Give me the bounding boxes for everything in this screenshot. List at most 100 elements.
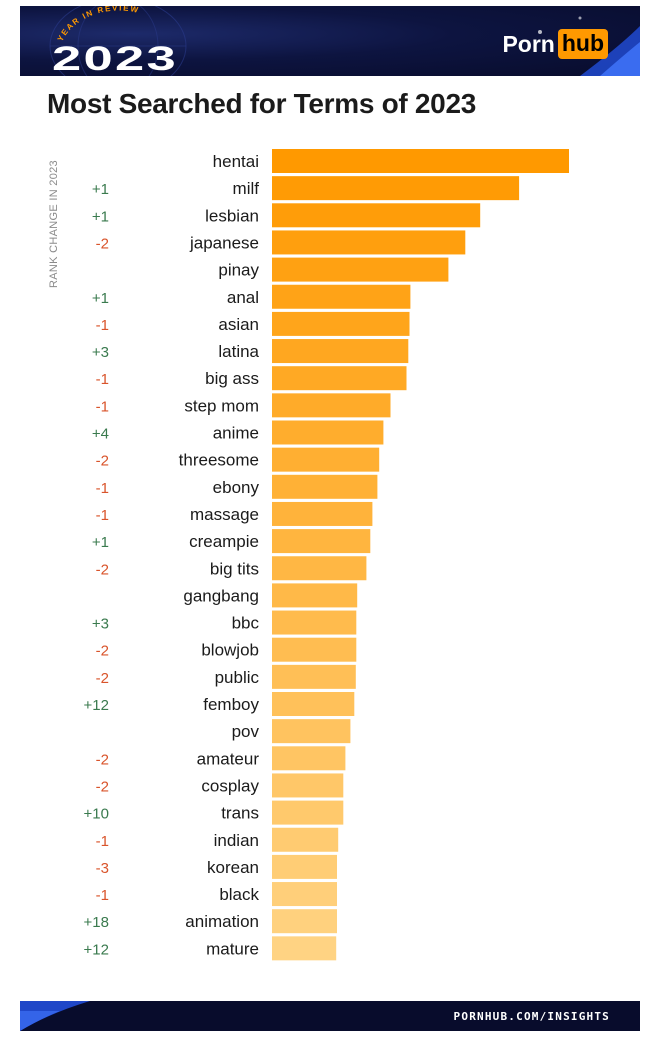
category-label: creampie: [189, 532, 259, 551]
category-label: asian: [218, 315, 259, 334]
bar-mature: [272, 936, 337, 961]
rank-change-label: -3: [96, 860, 109, 877]
brand-part-2: hub: [557, 29, 608, 59]
footer-banner: PORNHUB.COM/INSIGHTS: [20, 1001, 640, 1031]
category-label: anal: [227, 288, 259, 307]
bar-blowjob: [272, 637, 357, 662]
category-label: lesbian: [205, 206, 259, 225]
bar-threesome: [272, 447, 380, 472]
category-label: massage: [190, 505, 259, 524]
rank-change-label: +1: [92, 290, 109, 307]
rank-change-label: +12: [84, 697, 109, 714]
bar-anal: [272, 284, 411, 309]
footer-graphic: [20, 1001, 90, 1031]
rank-change-label: +18: [84, 914, 109, 931]
bar-anime: [272, 420, 384, 445]
rank-change-label: -1: [96, 507, 109, 524]
category-label: gangbang: [183, 586, 259, 605]
category-label: big tits: [210, 559, 259, 578]
rank-change-label: +3: [92, 616, 109, 633]
category-label: ebony: [213, 478, 260, 497]
bar-step-mom: [272, 393, 391, 418]
bar-femboy: [272, 692, 355, 716]
bar-animation: [272, 909, 337, 934]
bar-big-ass: [272, 366, 407, 391]
bar-asian: [272, 311, 410, 336]
rank-change-label: +10: [84, 806, 109, 823]
category-label: threesome: [179, 451, 259, 470]
category-label: bbc: [232, 614, 260, 633]
category-label: latina: [218, 342, 259, 361]
category-label: korean: [207, 858, 259, 877]
rank-change-label: +4: [92, 426, 109, 443]
bar-amateur: [272, 746, 346, 771]
bar-pov: [272, 719, 351, 744]
bar-indian: [272, 827, 339, 852]
category-label: amateur: [197, 749, 260, 768]
rank-change-label: -2: [96, 778, 109, 795]
bar-japanese: [272, 230, 466, 255]
rank-change-label: +1: [92, 181, 109, 198]
category-label: animation: [185, 912, 259, 931]
category-label: cosplay: [201, 776, 259, 795]
badge-arc-text: YEAR IN REVIEW: [56, 6, 141, 43]
chart-title: Most Searched for Terms of 2023: [47, 88, 476, 119]
bar-massage: [272, 501, 373, 526]
rank-change-label: -1: [96, 317, 109, 334]
bar-gangbang: [272, 583, 358, 608]
bar-korean: [272, 854, 337, 879]
rank-change-label: -1: [96, 887, 109, 904]
footer-swoosh-icon: [20, 1001, 90, 1031]
bar-trans: [272, 800, 344, 825]
category-label: step mom: [184, 396, 259, 415]
badge-arc-path: YEAR IN REVIEW: [56, 6, 139, 43]
bar-big-tits: [272, 556, 367, 581]
insights-link[interactable]: PORNHUB.COM/INSIGHTS: [453, 1010, 610, 1023]
category-label: femboy: [203, 695, 259, 714]
bar-cosplay: [272, 773, 344, 798]
category-label: hentai: [213, 152, 259, 171]
rank-change-label: -2: [96, 453, 109, 470]
rank-change-label: -2: [96, 670, 109, 687]
bar-public: [272, 664, 356, 689]
rank-change-label: -2: [96, 643, 109, 660]
bar-ebony: [272, 474, 378, 499]
rank-change-label: -1: [96, 480, 109, 497]
category-label: indian: [214, 831, 259, 850]
rank-change-label: +1: [92, 208, 109, 225]
rank-change-label: -1: [96, 371, 109, 388]
badge-year: 2023: [52, 40, 178, 76]
brand-part-1: Porn: [502, 30, 555, 57]
rank-change-label: -2: [96, 561, 109, 578]
category-label: milf: [233, 179, 260, 198]
category-label: big ass: [205, 369, 259, 388]
category-label: pinay: [218, 261, 259, 280]
rank-change-label: -2: [96, 235, 109, 252]
category-label: japanese: [189, 233, 259, 252]
bar-black: [272, 882, 337, 907]
bar-pinay: [272, 257, 449, 282]
rank-change-label: +1: [92, 534, 109, 551]
rank-change-label: -1: [96, 833, 109, 850]
category-label: mature: [206, 939, 259, 958]
category-label: black: [219, 885, 259, 904]
bar-milf: [272, 176, 520, 201]
category-label: anime: [213, 424, 259, 443]
header-graphic: YEAR IN REVIEW 2023: [49, 6, 640, 76]
rank-change-label: -2: [96, 751, 109, 768]
bar-creampie: [272, 529, 371, 554]
rank-change-label: +3: [92, 344, 109, 361]
pornhub-logo: Porn hub: [502, 28, 608, 60]
bar-lesbian: [272, 203, 481, 228]
category-label: public: [215, 668, 260, 687]
rank-change-label: -1: [96, 398, 109, 415]
bar-hentai: [272, 149, 569, 173]
category-label: blowjob: [201, 641, 259, 660]
category-label: pov: [232, 722, 260, 741]
rank-change-label: +12: [84, 941, 109, 958]
bar-latina: [272, 339, 409, 364]
bar-chart: hentai milf +1 lesbian +1 japanese -2 pinay anal…: [84, 149, 569, 961]
bar-bbc: [272, 610, 357, 635]
category-label: trans: [221, 804, 259, 823]
header-banner: YEAR IN REVIEW 2023 Porn hub: [20, 6, 640, 76]
